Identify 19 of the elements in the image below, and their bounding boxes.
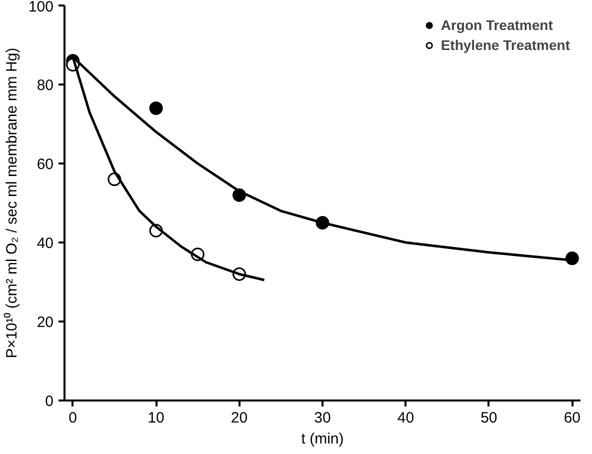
point <box>565 252 579 266</box>
y-tick-label: 0 <box>45 393 54 410</box>
y-tick-label: 40 <box>36 235 54 252</box>
x-tick-label: 20 <box>230 410 248 426</box>
x-axis-title: t (min) <box>301 430 344 448</box>
x-tick-label: 50 <box>480 410 498 426</box>
legend-label: Argon Treatment <box>440 17 553 33</box>
y-tick-label: 20 <box>36 314 54 331</box>
x-tick-label: 30 <box>314 410 331 426</box>
x-tick-label: 60 <box>564 410 581 426</box>
y-tick-label: 80 <box>36 77 54 94</box>
y-axis-title: P×10¹⁰ (cm² ml O₂ / sec ml membrane mm Hg) <box>3 48 20 358</box>
legend-label: Ethylene Treatment <box>440 37 570 53</box>
x-tick-label: 40 <box>397 410 414 426</box>
y-tick-label: 60 <box>36 156 54 173</box>
x-tick-label: 0 <box>68 410 77 426</box>
x-tick-label: 10 <box>148 410 164 426</box>
point <box>149 101 163 115</box>
y-tick-label: 100 <box>28 0 54 16</box>
